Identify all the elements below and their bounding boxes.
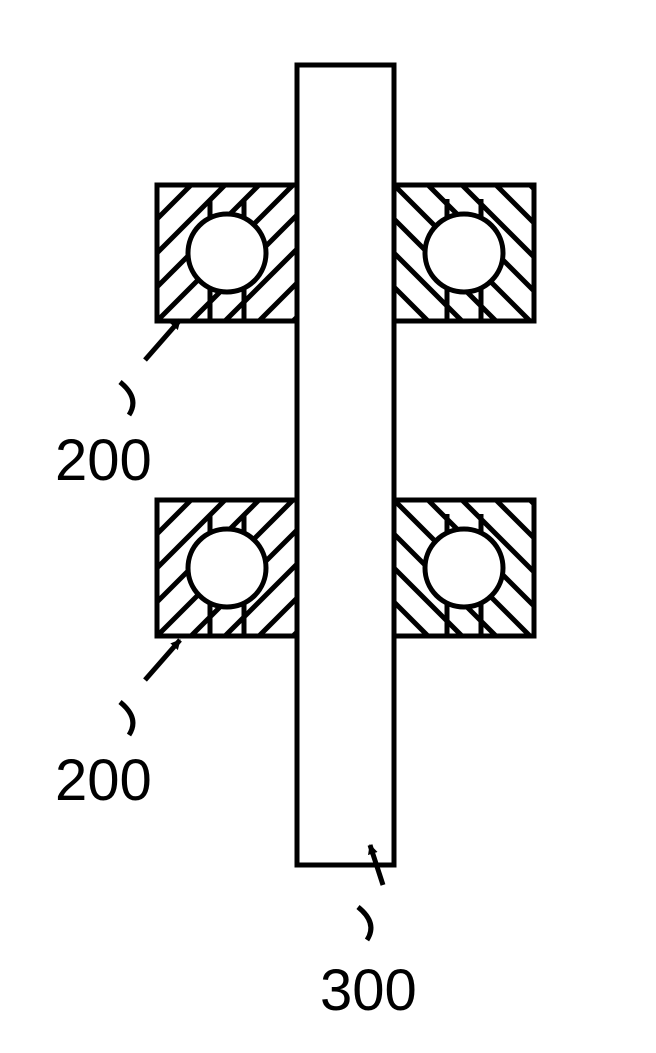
callout-label: 300 (320, 958, 417, 1023)
leader-squiggle (120, 702, 133, 735)
leader-arrow (145, 320, 180, 360)
callout: 200 (55, 320, 180, 493)
bearing-ball (188, 529, 266, 607)
leader-squiggle (358, 907, 371, 940)
callout-label: 200 (55, 748, 152, 813)
bearing-ball (425, 529, 503, 607)
shaft (297, 65, 394, 865)
callout: 200 (55, 640, 180, 813)
bearing-ball (188, 214, 266, 292)
callout: 300 (320, 845, 417, 1023)
leader-arrow (145, 640, 180, 680)
bearing-ball (425, 214, 503, 292)
callout-label: 200 (55, 428, 152, 493)
leader-squiggle (120, 382, 133, 415)
